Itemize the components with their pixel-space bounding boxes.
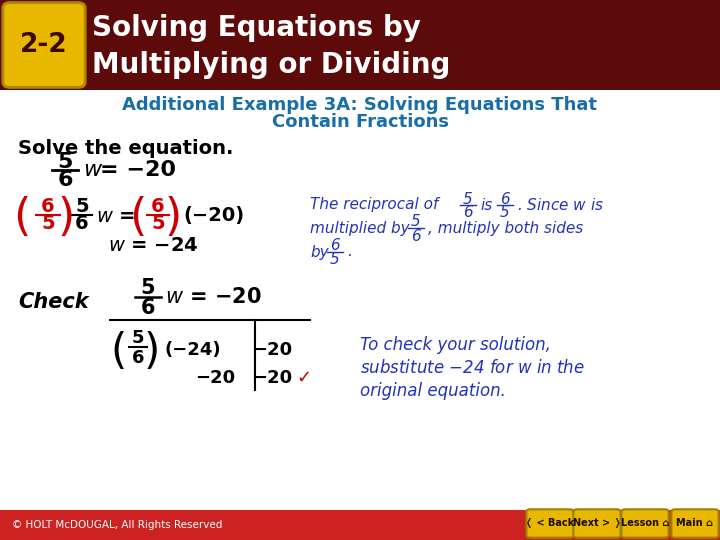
Text: $w$ =: $w$ =	[96, 206, 135, 226]
Text: 5: 5	[58, 152, 73, 172]
Text: 6: 6	[463, 206, 473, 220]
Text: is: is	[480, 198, 492, 213]
Text: Check: Check	[18, 292, 89, 312]
Text: original equation.: original equation.	[360, 382, 506, 400]
Text: (−20): (−20)	[183, 206, 244, 226]
Text: 5: 5	[330, 253, 340, 267]
Text: Contain Fractions: Contain Fractions	[271, 113, 449, 131]
Text: To check your solution,: To check your solution,	[360, 336, 551, 354]
Text: Next > ❭: Next > ❭	[572, 518, 621, 528]
Text: Solve the equation.: Solve the equation.	[18, 138, 233, 158]
Text: © HOLT McDOUGAL, All Rights Reserved: © HOLT McDOUGAL, All Rights Reserved	[12, 520, 222, 530]
Text: 5: 5	[151, 214, 165, 233]
Text: , multiply both sides: , multiply both sides	[428, 220, 583, 235]
Text: Main ⌂: Main ⌂	[677, 518, 714, 528]
FancyBboxPatch shape	[621, 509, 669, 538]
Text: ): )	[164, 197, 181, 240]
Text: multiplied by: multiplied by	[310, 220, 410, 235]
Text: 5: 5	[500, 206, 510, 220]
Text: . Since $w$ is: . Since $w$ is	[517, 197, 604, 213]
FancyBboxPatch shape	[573, 509, 621, 538]
Bar	[0, 510, 720, 540]
Text: by: by	[310, 245, 328, 260]
Text: substitute −24 for $w$ in the: substitute −24 for $w$ in the	[360, 359, 585, 377]
Text: 6: 6	[132, 349, 144, 367]
Text: 5: 5	[75, 198, 89, 217]
Text: 6: 6	[151, 198, 165, 217]
Text: ✓: ✓	[296, 369, 311, 387]
Text: 6: 6	[500, 192, 510, 206]
Text: .: .	[347, 245, 352, 260]
Text: Lesson ⌂: Lesson ⌂	[621, 518, 669, 528]
Text: 5: 5	[411, 214, 421, 230]
Text: 5: 5	[41, 214, 55, 233]
Text: (: (	[110, 331, 126, 373]
FancyBboxPatch shape	[526, 509, 574, 538]
Text: −20: −20	[252, 341, 292, 359]
FancyBboxPatch shape	[3, 3, 85, 87]
Text: 5: 5	[463, 192, 473, 206]
Text: 6: 6	[58, 170, 73, 190]
Text: 6: 6	[411, 228, 421, 244]
Text: Additional Example 3A: Solving Equations That: Additional Example 3A: Solving Equations…	[122, 96, 598, 114]
Text: −20: −20	[195, 369, 235, 387]
Text: 6: 6	[75, 214, 89, 233]
Text: 6: 6	[140, 298, 156, 318]
Text: = −20: = −20	[100, 160, 176, 180]
Text: ): )	[144, 331, 160, 373]
FancyBboxPatch shape	[671, 509, 719, 538]
Text: (−24): (−24)	[165, 341, 222, 359]
Bar	[0, 0, 720, 90]
Text: 5: 5	[132, 329, 144, 347]
Text: ❬ < Back: ❬ < Back	[526, 518, 575, 528]
Text: $w$ = −20: $w$ = −20	[165, 287, 261, 307]
Text: Solving Equations by: Solving Equations by	[92, 14, 421, 42]
Text: 5: 5	[140, 278, 156, 298]
Text: 6: 6	[41, 198, 55, 217]
Text: The reciprocal of: The reciprocal of	[310, 198, 438, 213]
Text: 2-2: 2-2	[20, 32, 68, 58]
Text: −20: −20	[252, 369, 292, 387]
Text: (: (	[130, 197, 147, 240]
Text: 6: 6	[330, 239, 340, 253]
Text: $w$: $w$	[83, 160, 103, 180]
Text: Multiplying or Dividing: Multiplying or Dividing	[92, 51, 451, 79]
Text: $w$ = −24: $w$ = −24	[108, 237, 199, 255]
Text: (: (	[13, 197, 31, 240]
Text: ): )	[58, 197, 75, 240]
